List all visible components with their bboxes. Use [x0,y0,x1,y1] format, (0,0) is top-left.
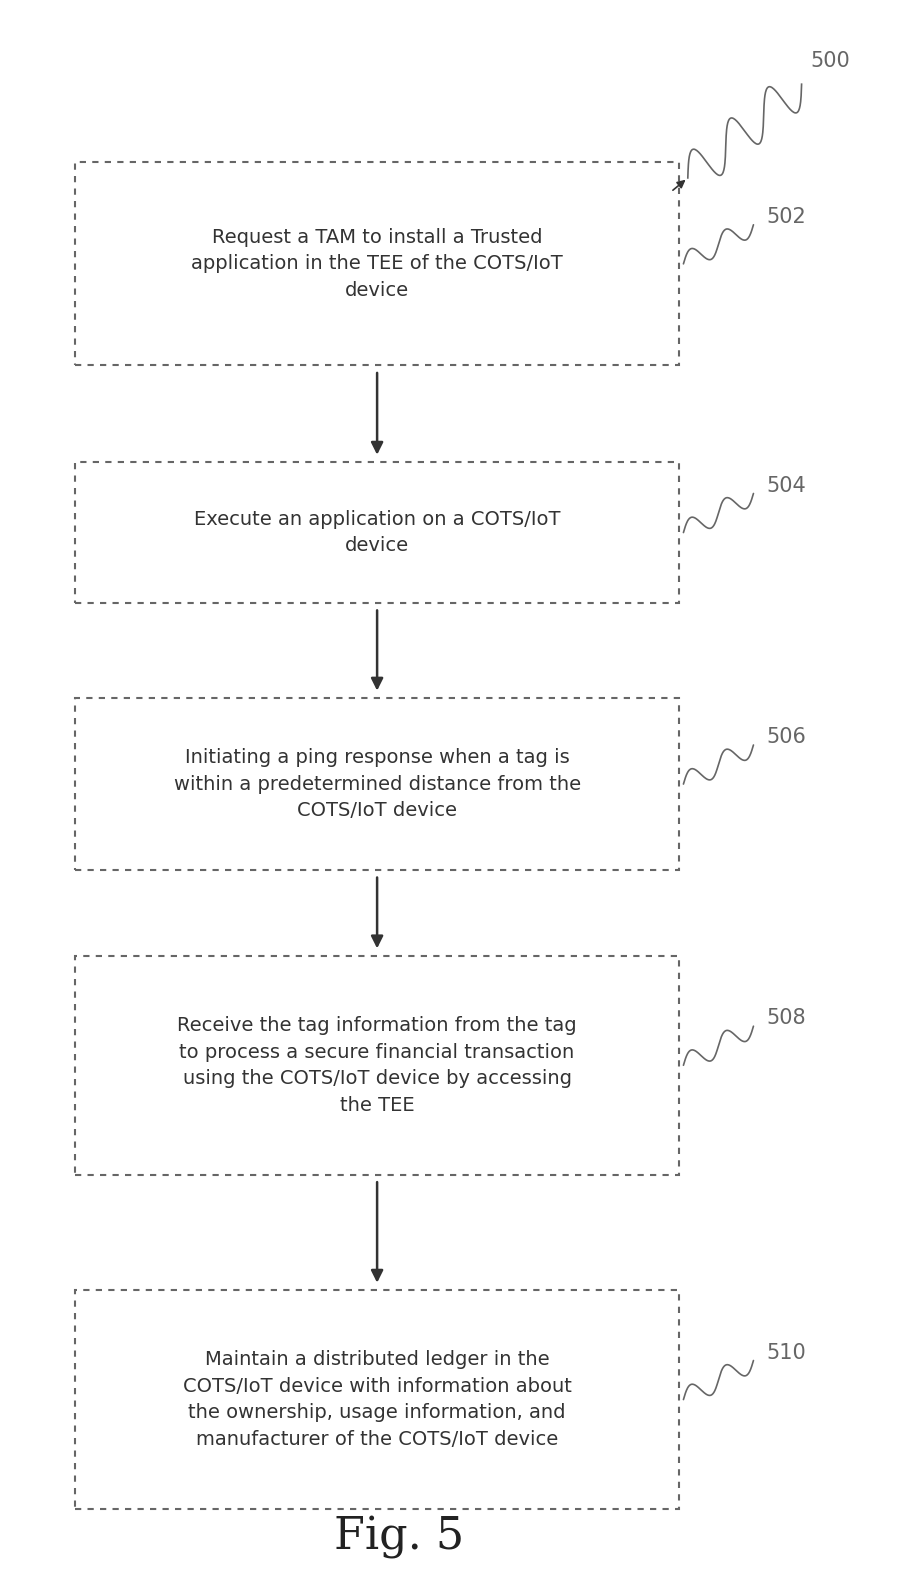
Text: Request a TAM to install a Trusted
application in the TEE of the COTS/IoT
device: Request a TAM to install a Trusted appli… [191,227,562,301]
Text: 504: 504 [766,475,805,496]
Text: 502: 502 [766,207,805,227]
Bar [75,463,678,603]
Text: Fig. 5: Fig. 5 [334,1515,464,1558]
Text: Initiating a ping response when a tag is
within a predetermined distance from th: Initiating a ping response when a tag is… [173,747,580,820]
Text: 508: 508 [766,1008,805,1029]
Text: 500: 500 [809,51,849,72]
Bar [75,698,678,870]
Text: Execute an application on a COTS/IoT
device: Execute an application on a COTS/IoT dev… [194,510,560,555]
Text: Receive the tag information from the tag
to process a secure financial transacti: Receive the tag information from the tag… [177,1016,576,1115]
Text: 510: 510 [766,1342,805,1363]
Text: Maintain a distributed ledger in the
COTS/IoT device with information about
the : Maintain a distributed ledger in the COT… [182,1350,571,1448]
Text: 506: 506 [766,727,805,747]
Bar [75,956,678,1175]
Bar [75,162,678,366]
Bar [75,1289,678,1509]
